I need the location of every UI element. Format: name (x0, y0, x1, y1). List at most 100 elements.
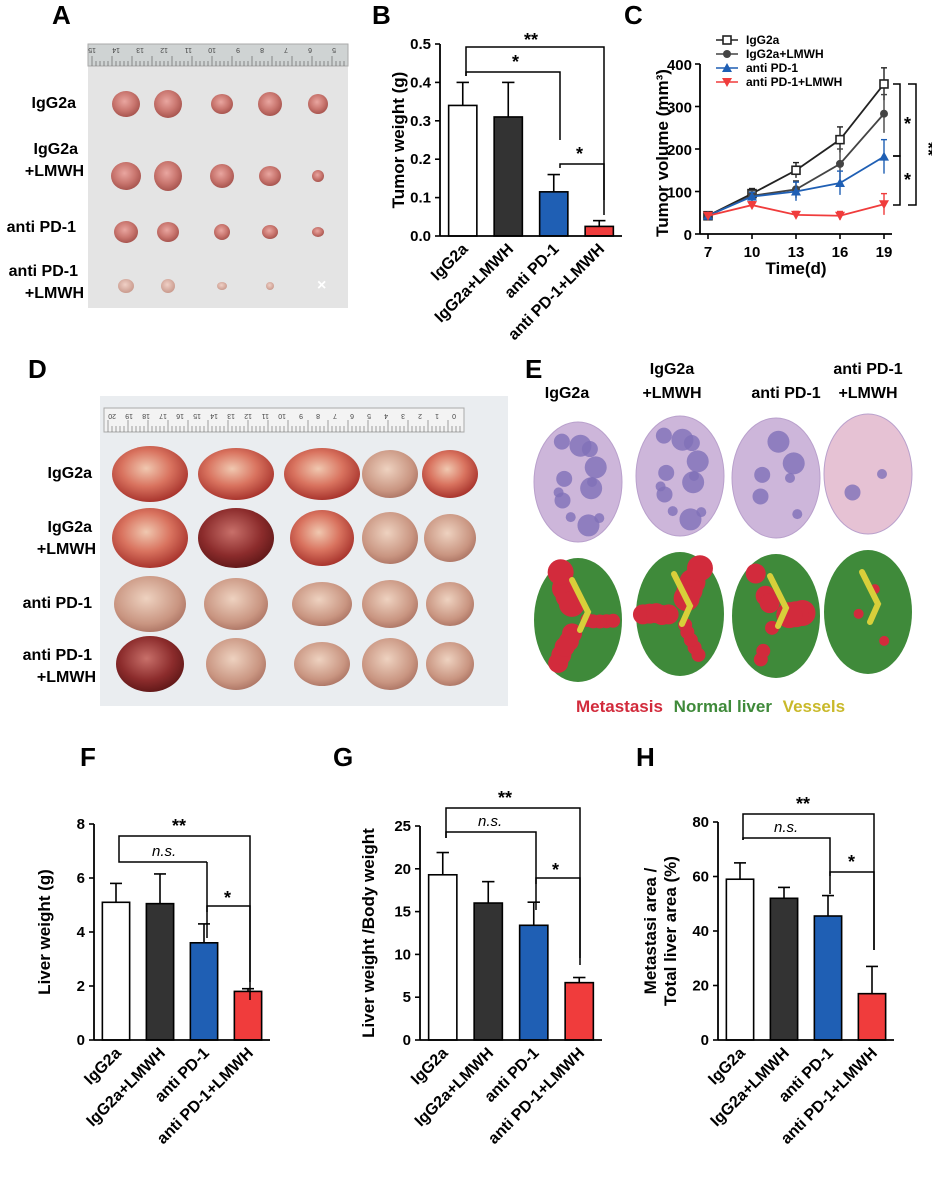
tumor-specimen (211, 94, 233, 114)
bar-igg2a (427, 873, 458, 1041)
tumor-specimen (154, 90, 182, 118)
he-tumor-nodule (655, 427, 672, 444)
x-axis-label: Time(d) (765, 259, 826, 278)
panel-e-legend: Metastasis Normal liver Vessels (576, 697, 845, 716)
y-tick-label: 40 (692, 923, 709, 940)
liver-specimen (362, 450, 418, 498)
y-tick-label: 100 (667, 185, 692, 202)
he-tumor-nodule (782, 452, 805, 475)
ruler-number: 10 (278, 412, 286, 419)
panel-e-column-label: anti PD-1 (751, 385, 820, 402)
panel-e-column-label: +LMWH (642, 385, 701, 402)
sig-c-igg2a-vs-combo: ** (918, 142, 932, 156)
series-anti-pd-1-lmwh (703, 192, 889, 221)
bar-anti-pd-1-lmwh (857, 992, 887, 1041)
panel-e-histology-sections (533, 413, 913, 682)
category-label: IgG2a+LMWH (412, 1045, 497, 1130)
bar-anti-pd-1 (189, 941, 219, 1041)
tumor-specimen (112, 91, 140, 117)
y-tick-label: 8 (77, 816, 85, 833)
y-tick-label: 2 (77, 978, 85, 995)
he-stained-section (635, 415, 725, 537)
panel-a-row-label: +LMWH (25, 285, 84, 302)
ruler-number: 8 (260, 46, 264, 53)
liver-specimen (116, 636, 184, 692)
sig-antipd1-vs-combo: * (576, 144, 583, 164)
liver-specimen (198, 448, 274, 500)
panel-a-tumors (111, 90, 328, 293)
he-tumor-nodule (553, 487, 564, 498)
tumor-specimen (258, 92, 282, 116)
panel-b-significance: ** * * (465, 30, 605, 215)
x-tick-label: 10 (744, 244, 761, 261)
panel-e-letter: E (525, 354, 542, 384)
marker (879, 79, 889, 89)
panel-e-column-label: IgG2a (545, 385, 590, 402)
x-tick-label: 7 (704, 244, 712, 261)
ruler-number: 10 (208, 46, 216, 53)
panel-e: E IgG2a IgG2a +LMWH anti PD-1 anti PD-1 +LMWH… (525, 354, 913, 716)
tumor-specimen (312, 227, 324, 237)
y-axis-label: Tumor volume (mm³) (653, 69, 672, 237)
bar-anti-pd-1-lmwh (233, 990, 263, 1041)
panel-a-row-label: IgG2a (32, 95, 77, 112)
segmentation-metastasis (745, 563, 766, 584)
segmentation-metastasis (680, 625, 695, 640)
panel-e-column-label: anti PD-1 (833, 361, 902, 378)
he-tumor-nodule (752, 488, 769, 505)
ruler-number: 19 (125, 412, 133, 419)
he-tumor-nodule (792, 509, 803, 520)
panel-a: A 15 14 13 12 11 10 9 8 7 6 5 IgG2a IgG2a +LMWH anti … (7, 0, 349, 308)
he-tumor-nodule (667, 506, 678, 517)
ruler-number: 13 (136, 46, 144, 53)
y-tick-label: 0 (77, 1032, 85, 1049)
ruler-number: 0 (452, 412, 456, 419)
bar-igg2a-lmwh (493, 116, 524, 237)
liver-specimen (204, 578, 268, 630)
ruler-number: 13 (227, 412, 235, 419)
ruler-number: 18 (142, 412, 150, 419)
segmentation-metastasis (759, 593, 780, 614)
sig-g-antipd1-vs-combo: * (552, 860, 559, 880)
he-stained-section (823, 413, 913, 535)
segmentation-vessel (859, 569, 882, 625)
missing-tumor-mark: × (317, 277, 326, 294)
panel-a-row-labels: IgG2a IgG2a +LMWH anti PD-1 anti PD-1 +LMWH (7, 95, 84, 302)
legend-entry: anti PD-1 (746, 61, 798, 75)
panel-d: D 20 19 18 17 16 15 14 13 12 11 10 9 8 7 6 5 4 3 2 1 0 IgG2a… (23, 354, 508, 706)
bar-igg2a-lmwh (473, 902, 504, 1041)
marker (723, 50, 731, 58)
y-tick-label: 4 (77, 924, 86, 941)
panel-f-significance: ** n.s. * (118, 816, 251, 1000)
ruler-number: 1 (435, 412, 439, 419)
segmentation-vessel (569, 577, 592, 633)
ruler-number: 16 (176, 412, 184, 419)
legend-entry: anti PD-1+LMWH (746, 75, 842, 89)
panel-a-ruler-ticks: 15 14 13 12 11 10 9 8 7 6 5 (88, 46, 345, 66)
tumor-specimen (217, 282, 227, 290)
y-axis-label: Liver weight /Body weight (359, 828, 378, 1038)
tumor-specimen (154, 161, 182, 191)
category-label: IgG2a (81, 1045, 125, 1089)
y-tick-label: 5 (403, 989, 411, 1006)
ns-g-igg2a-vs-antipd1: n.s. (478, 813, 502, 830)
tumor-volume-chart: 0 100 200 300 400 7 10 13 16 19 Time(d) Tumor volum… (653, 33, 892, 278)
ruler-number: 5 (332, 46, 336, 53)
panel-e-column-label: IgG2a (650, 361, 695, 378)
sig-f-antipd1-vs-combo: * (224, 888, 231, 908)
tumor-specimen (111, 162, 141, 190)
ruler-number: 15 (193, 412, 201, 419)
sig-f-igg2a-vs-combo: ** (172, 816, 186, 836)
ruler-number: 8 (316, 412, 320, 419)
marker (747, 201, 757, 211)
panel-d-row-labels: IgG2a IgG2a +LMWH anti PD-1 anti PD-1 +LMWH (23, 465, 96, 686)
he-tumor-nodule (679, 508, 702, 531)
panel-d-row-label: IgG2a (48, 465, 93, 482)
marker (879, 200, 889, 210)
sig-igg2a-vs-antipd1: * (512, 52, 519, 72)
tumor-specimen (266, 282, 274, 290)
segmentation-normal-liver (732, 554, 820, 678)
marker (880, 109, 888, 118)
